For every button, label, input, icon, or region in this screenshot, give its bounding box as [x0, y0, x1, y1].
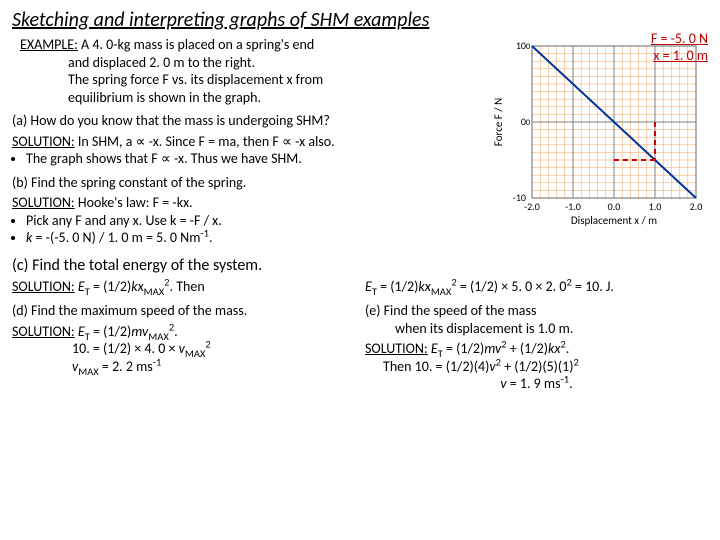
solution-b: SOLUTION: Hooke's law: F = -kx. Pick any…	[12, 194, 480, 247]
solution-c-label: SOLUTION:	[12, 278, 75, 295]
solution-a-l1: In SHM, a ∝ -x. Since F = ma, then F ∝ -…	[78, 133, 335, 150]
svg-text:2.0: 2.0	[690, 200, 703, 213]
solution-b-l1: Hooke's law: F = -kx.	[78, 194, 193, 211]
question-e-l1: (e) Find the speed of the mass	[365, 302, 536, 319]
annot-disp: x = 1. 0 m	[653, 47, 708, 64]
svg-text:-10: -10	[513, 191, 526, 204]
solution-e-label: SOLUTION:	[365, 340, 428, 357]
page-title: Sketching and interpreting graphs of SHM…	[12, 8, 708, 32]
solution-e: SOLUTION: ET = (1/2)mv2 + (1/2)kx2. Then…	[365, 340, 708, 393]
question-e-l2: when its displacement is 1.0 m.	[365, 320, 573, 337]
solution-b-label: SOLUTION:	[12, 194, 75, 211]
solution-a-label: SOLUTION:	[12, 133, 75, 150]
solution-d-label: SOLUTION:	[12, 323, 75, 340]
question-e: (e) Find the speed of the mass when its …	[365, 302, 708, 337]
question-c: (c) Find the total energy of the system.	[12, 256, 708, 275]
graph-annotation: F = -5. 0 N x = 1. 0 m	[478, 30, 708, 64]
svg-text:-1.0: -1.0	[565, 200, 581, 213]
svg-text:Displacement x / m: Displacement x / m	[571, 214, 657, 227]
example-l2: and displaced 2. 0 m to the right.	[20, 54, 480, 72]
annot-force: F = -5. 0 N	[651, 30, 708, 47]
question-d: (d) Find the maximum speed of the mass.	[12, 302, 355, 320]
chart-container: -2.0-1.00.01.02.0-1001000Displacement x …	[488, 36, 708, 253]
question-a: (a) How do you know that the mass is und…	[12, 112, 480, 130]
svg-text:0: 0	[526, 118, 530, 128]
solution-b-l3: k = -(-5. 0 N) / 1. 0 m = 5. 0 Nm-1.	[26, 229, 480, 247]
solution-a-l2: The graph shows that F ∝ -x. Thus we hav…	[26, 150, 480, 168]
example-block: EXAMPLE: A 4. 0-kg mass is placed on a s…	[12, 36, 480, 106]
question-b: (b) Find the spring constant of the spri…	[12, 174, 480, 192]
solution-b-l2: Pick any F and any x. Use k = -F / x.	[26, 212, 480, 230]
example-label: EXAMPLE:	[20, 36, 78, 53]
example-l4: equilibrium is shown in the graph.	[20, 89, 480, 107]
example-l3: The spring force F vs. its displacement …	[20, 71, 480, 89]
force-displacement-chart: -2.0-1.00.01.02.0-1001000Displacement x …	[488, 36, 708, 234]
svg-text:Force F / N: Force F / N	[492, 98, 505, 146]
solution-a: SOLUTION: In SHM, a ∝ -x. Since F = ma, …	[12, 133, 480, 168]
solution-d: SOLUTION: ET = (1/2)mvMAX2. 10. = (1/2) …	[12, 323, 355, 376]
svg-text:1.0: 1.0	[649, 200, 662, 213]
solution-c-right: ET = (1/2)kxMAX2 = (1/2) × 5. 0 × 2. 02 …	[365, 278, 708, 296]
example-l1: A 4. 0-kg mass is placed on a spring's e…	[81, 36, 314, 53]
svg-text:0.0: 0.0	[608, 200, 621, 213]
svg-text:-2.0: -2.0	[524, 200, 540, 213]
solution-c-left: SOLUTION: ET = (1/2)kxMAX2. Then	[12, 278, 355, 296]
